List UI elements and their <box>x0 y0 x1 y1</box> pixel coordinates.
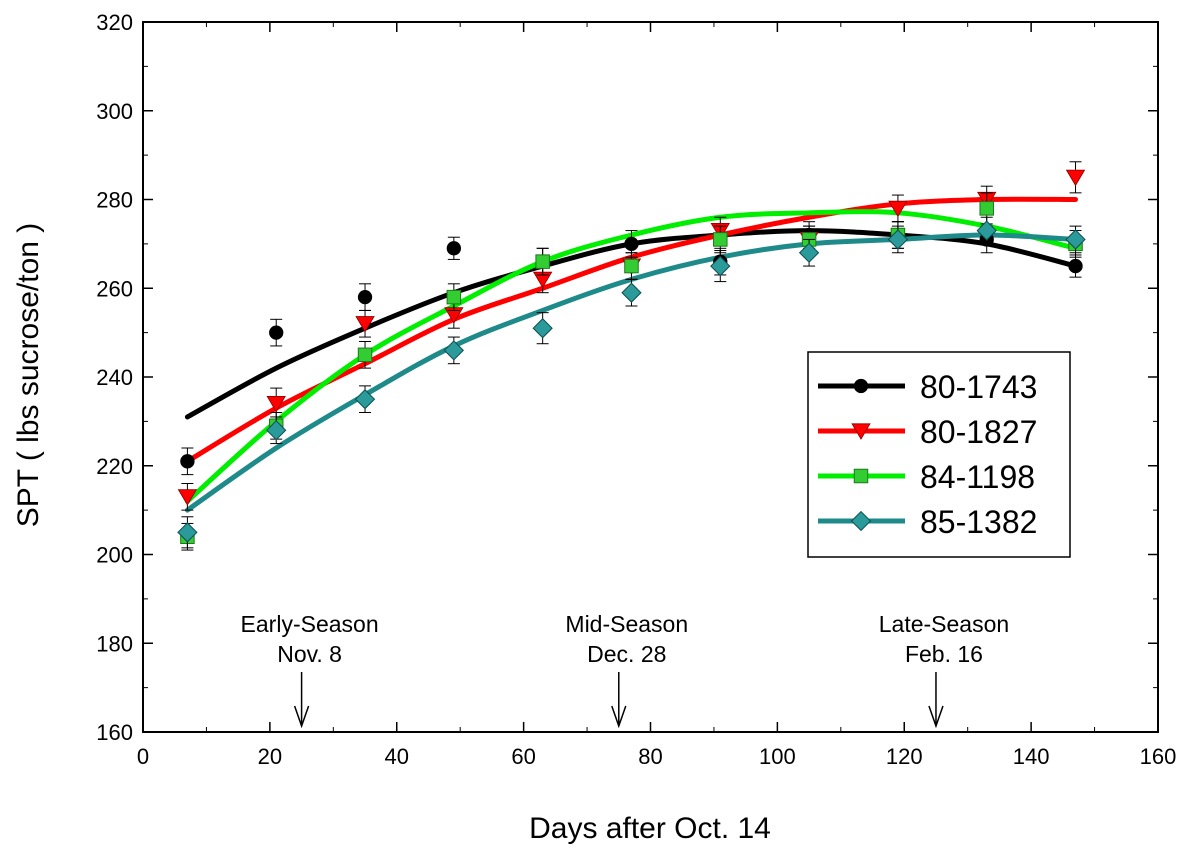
data-point-85-1382 <box>621 282 642 303</box>
data-point-80-1827 <box>888 200 908 218</box>
data-point-85-1382 <box>266 420 287 441</box>
data-point-84-1198 <box>357 347 373 363</box>
x-tick-label: 40 <box>385 744 409 769</box>
annotation-label: Early-Season <box>241 611 379 637</box>
annotation-date: Feb. 16 <box>905 641 983 667</box>
data-point-85-1382 <box>887 229 909 250</box>
points-80-1743 <box>180 221 1083 476</box>
fit-line-85-1382 <box>184 232 1079 513</box>
data-point-85-1382 <box>177 522 198 543</box>
x-tick-label: 0 <box>137 744 149 769</box>
x-tick-label: 100 <box>759 744 796 769</box>
legend-label-84-1198: 84-1198 <box>920 459 1035 495</box>
data-point-84-1198 <box>446 289 462 305</box>
y-tick-label: 180 <box>96 631 133 656</box>
y-tick-label: 300 <box>96 99 133 124</box>
series-85-1382 <box>184 232 1079 513</box>
data-point-80-1743 <box>446 241 461 256</box>
x-tick-label: 120 <box>886 744 923 769</box>
x-tick-label: 20 <box>258 744 282 769</box>
points-85-1382 <box>177 216 1086 549</box>
series-84-1198 <box>184 209 1079 504</box>
annotation-date: Nov. 8 <box>277 641 342 667</box>
data-point-80-1743 <box>624 236 639 252</box>
season-annotations: Early-Season Nov. 8 Mid-Season Dec. 28 Late-… <box>241 611 1009 729</box>
data-point-85-1382 <box>532 318 553 339</box>
data-point-80-1827 <box>1065 169 1086 187</box>
annotation-label: Mid-Season <box>565 611 688 637</box>
data-point-85-1382 <box>976 220 997 241</box>
x-tick-label: 140 <box>1013 744 1050 769</box>
y-tick-label: 280 <box>96 188 133 213</box>
legend: 80-1743 80-1827 84-1198 85-1382 <box>807 351 1071 558</box>
y-tick-label: 160 <box>96 720 133 745</box>
data-point-84-1198 <box>979 201 994 216</box>
data-point-80-1743 <box>1068 258 1083 274</box>
data-point-85-1382 <box>798 242 820 263</box>
legend-marker-85-1382 <box>850 510 872 532</box>
axis-ticks: 0 20 40 60 80 100 120 140 160 160 180 200 220 240 260 2… <box>96 10 1176 769</box>
data-point-85-1382 <box>443 340 465 361</box>
legend-label-80-1827: 80-1827 <box>920 414 1037 450</box>
data-point-85-1382 <box>354 389 376 410</box>
data-point-80-1827 <box>177 489 198 506</box>
y-tick-label: 200 <box>96 543 133 568</box>
annotation-label: Late-Season <box>879 611 1009 637</box>
data-point-85-1382 <box>1065 229 1086 250</box>
data-point-80-1743 <box>269 325 284 340</box>
x-tick-label: 160 <box>1140 744 1177 769</box>
legend-label-85-1382: 85-1382 <box>920 504 1037 540</box>
y-tick-label: 220 <box>96 454 133 479</box>
annotation-date: Dec. 28 <box>587 641 666 667</box>
data-point-84-1198 <box>535 254 550 269</box>
data-point-80-1743 <box>180 454 195 469</box>
data-point-85-1382 <box>710 255 731 277</box>
legend-marker-80-1743 <box>853 378 869 394</box>
x-axis-title: Days after Oct. 14 <box>529 812 771 845</box>
x-tick-label: 60 <box>511 744 535 769</box>
data-point-84-1198 <box>713 232 728 247</box>
annotation-arrow-head <box>611 705 627 729</box>
legend-marker-84-1198 <box>853 468 869 484</box>
legend-marker-80-1827 <box>851 423 871 440</box>
series-layer <box>177 161 1086 551</box>
y-tick-label: 240 <box>96 365 133 390</box>
data-point-80-1827 <box>355 316 375 333</box>
y-tick-label: 260 <box>96 276 133 301</box>
y-tick-label: 320 <box>96 10 133 35</box>
legend-label-80-1743: 80-1743 <box>920 369 1037 405</box>
annotation-arrow-head <box>293 705 310 729</box>
data-point-80-1827 <box>266 396 286 413</box>
fit-line-84-1198 <box>184 209 1079 504</box>
y-axis-title: SPT ( lbs sucrose/ton ) <box>12 223 45 528</box>
data-point-80-1743 <box>357 289 373 305</box>
annotation-arrow-head <box>928 705 944 729</box>
x-tick-label: 80 <box>638 744 662 769</box>
data-point-84-1198 <box>624 258 639 274</box>
